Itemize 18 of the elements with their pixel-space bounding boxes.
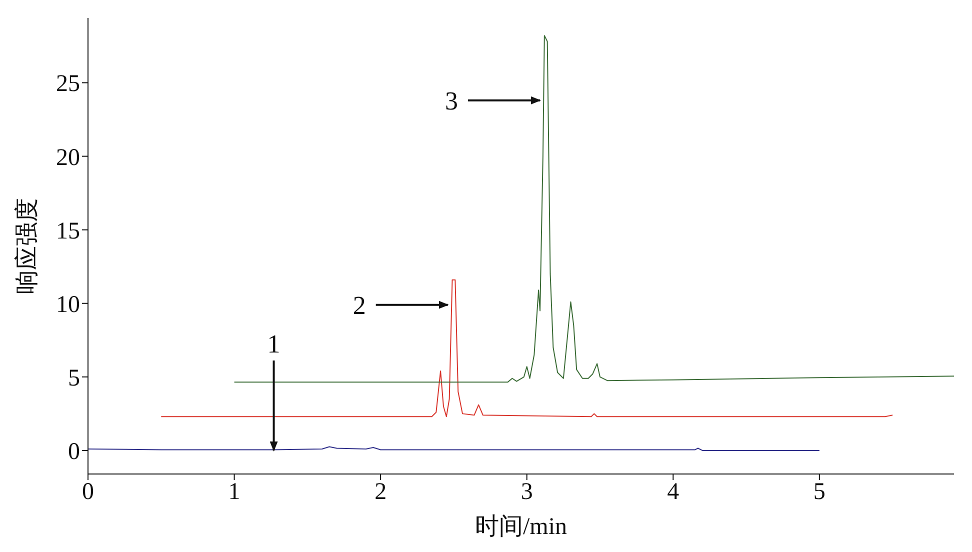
- y-axis-title: 响应强度: [14, 198, 41, 294]
- x-tick-label: 2: [374, 479, 387, 506]
- y-tick-label: 0: [68, 438, 80, 465]
- line-series: [160, 279, 894, 418]
- y-tick-label: 15: [56, 218, 80, 244]
- annotation: 2: [352, 290, 366, 320]
- y-tick-label: 5: [68, 365, 80, 392]
- y-tick-label: 10: [56, 292, 80, 318]
- x-tick-label: 1: [228, 479, 240, 506]
- y-tick-label: 25: [56, 71, 80, 98]
- x-tick-label: 3: [520, 479, 533, 506]
- line-series: [234, 35, 954, 383]
- x-tick-label: 4: [667, 479, 680, 506]
- y-tick-label: 20: [56, 144, 80, 171]
- annotation: 3: [445, 86, 458, 116]
- annotation: 1: [267, 329, 280, 358]
- x-tick-label: 5: [813, 479, 826, 506]
- x-axis-title: 时间/min: [474, 514, 568, 540]
